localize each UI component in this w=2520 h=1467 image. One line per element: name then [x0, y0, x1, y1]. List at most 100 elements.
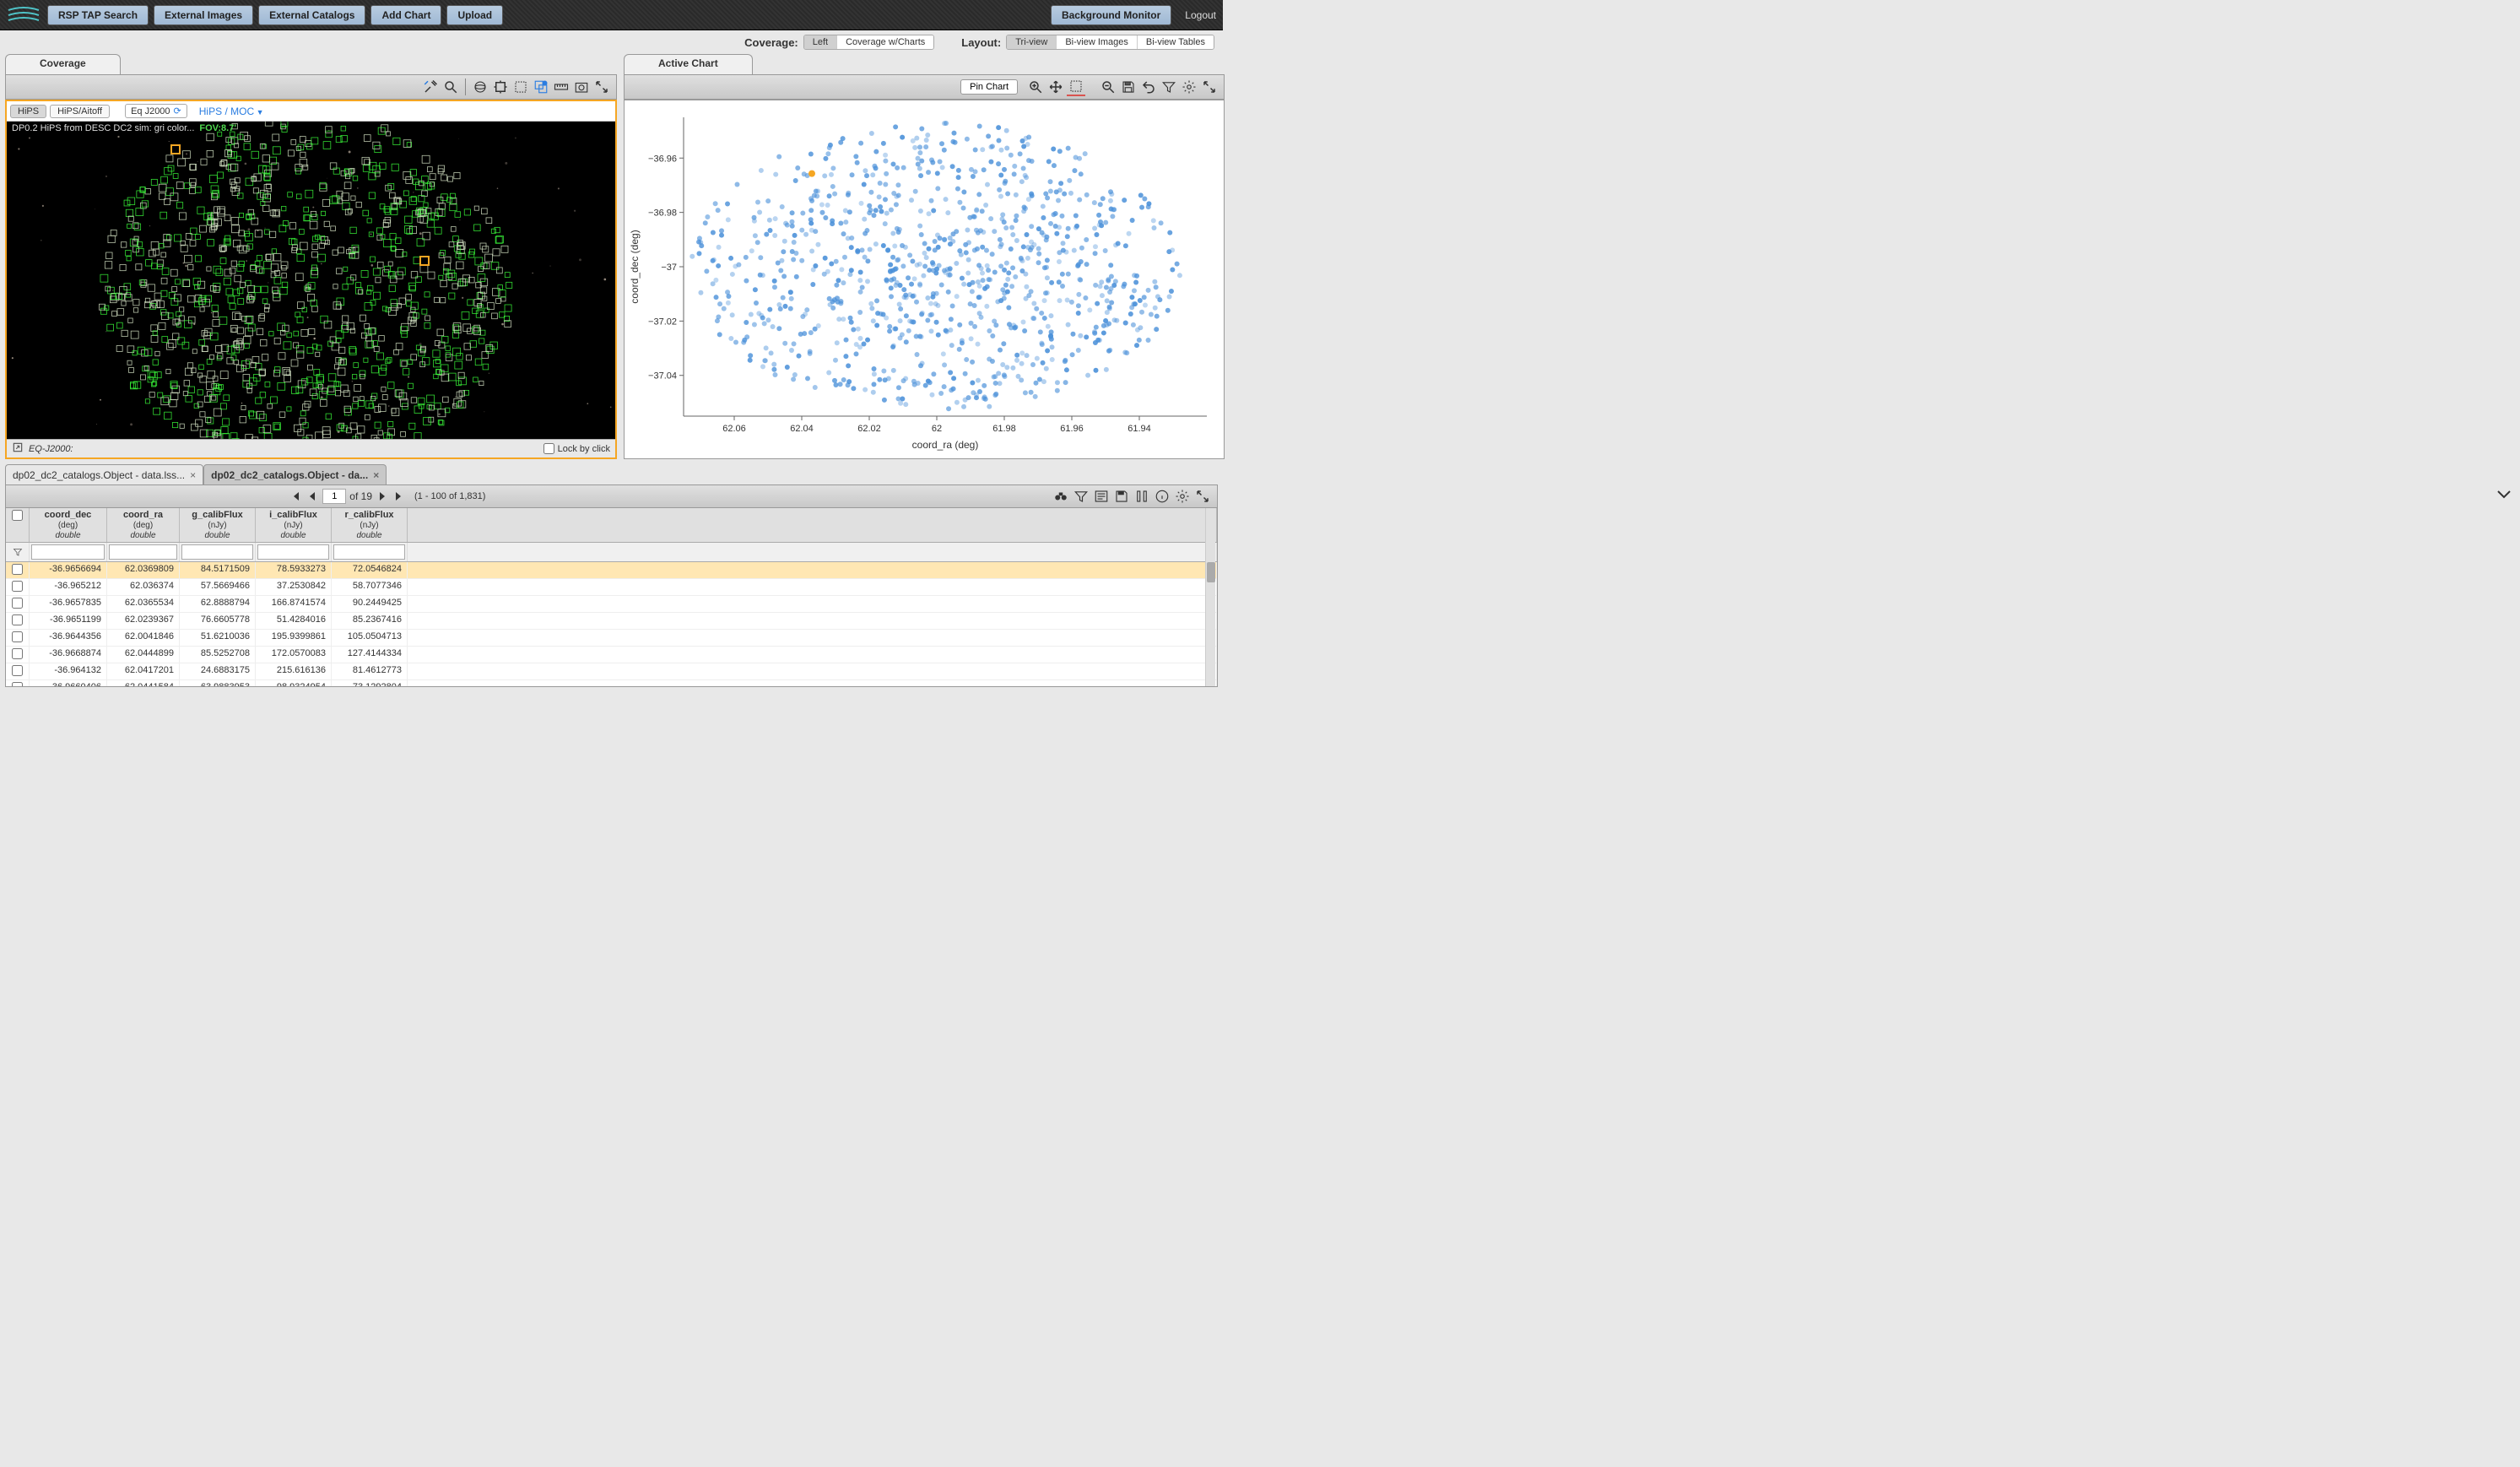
table-row[interactable]: -36.96413262.041720124.6883175215.616136…: [6, 663, 1217, 680]
row-checkbox[interactable]: [12, 598, 23, 609]
col-i-flux[interactable]: i_calibFlux(nJy)double: [256, 508, 332, 542]
filter-coord-dec[interactable]: [31, 544, 105, 560]
filter-icon[interactable]: [1160, 78, 1178, 96]
binoculars-icon[interactable]: [1052, 487, 1070, 506]
expand-table-icon[interactable]: [1193, 487, 1212, 506]
lock-by-click-checkbox[interactable]: [543, 443, 554, 454]
pin-chart-button[interactable]: Pin Chart: [960, 79, 1018, 95]
expand-chart-icon[interactable]: [1200, 78, 1219, 96]
text-view-icon[interactable]: [1092, 487, 1111, 506]
frame-dropdown[interactable]: Eq J2000⟳: [125, 104, 187, 118]
external-images-button[interactable]: External Images: [154, 5, 253, 25]
row-checkbox[interactable]: [12, 631, 23, 642]
next-page-icon[interactable]: [376, 490, 389, 503]
table-row[interactable]: -36.964435662.004184651.6210036195.93998…: [6, 630, 1217, 647]
save-icon[interactable]: [1119, 78, 1138, 96]
table-tabs: dp02_dc2_catalogs.Object - data.lss... ×…: [5, 464, 1218, 484]
table-tab-0[interactable]: dp02_dc2_catalogs.Object - data.lss... ×: [5, 464, 203, 484]
save-table-icon[interactable]: [1112, 487, 1131, 506]
col-r-flux[interactable]: r_calibFlux(nJy)double: [332, 508, 408, 542]
coverage-left[interactable]: Left: [804, 35, 837, 49]
filter-coord-ra[interactable]: [109, 544, 177, 560]
center-icon[interactable]: [491, 78, 510, 96]
column-icon[interactable]: [1133, 487, 1151, 506]
row-checkbox[interactable]: [12, 614, 23, 625]
close-icon[interactable]: ×: [190, 469, 196, 481]
table-row[interactable]: -36.96521262.03637457.566946637.25308425…: [6, 579, 1217, 596]
page-input[interactable]: [322, 489, 346, 504]
layout-bi-tables[interactable]: Bi-view Tables: [1138, 35, 1214, 49]
undo-icon[interactable]: [1139, 78, 1158, 96]
add-chart-button[interactable]: Add Chart: [370, 5, 441, 25]
layers-icon[interactable]: 8: [532, 78, 550, 96]
col-coord-dec[interactable]: coord_dec(deg)double: [30, 508, 107, 542]
row-checkbox[interactable]: [12, 665, 23, 676]
rsp-tap-search-button[interactable]: RSP TAP Search: [47, 5, 149, 25]
table-body[interactable]: -36.965669462.036980984.517150978.593327…: [6, 562, 1217, 686]
table-row[interactable]: -36.965783562.036553462.8888794166.87415…: [6, 596, 1217, 613]
aitoff-chip[interactable]: HiPS/Aitoff: [50, 105, 110, 118]
layout-tri[interactable]: Tri-view: [1007, 35, 1057, 49]
filter-g[interactable]: [181, 544, 253, 560]
filter-table-icon[interactable]: [1072, 487, 1090, 506]
zoom-icon[interactable]: [441, 78, 460, 96]
box-select-icon[interactable]: [1067, 78, 1085, 96]
info-icon[interactable]: [1153, 487, 1171, 506]
scrollbar[interactable]: [1205, 508, 1215, 686]
table-row[interactable]: -36.965119962.023936776.660577851.428401…: [6, 613, 1217, 630]
expand-table-caret[interactable]: [2496, 489, 2512, 501]
zoom-in-icon[interactable]: [1026, 78, 1045, 96]
table-settings-icon[interactable]: [1173, 487, 1192, 506]
cell: 62.0041846: [107, 630, 180, 647]
popout-icon[interactable]: [12, 441, 24, 456]
row-checkbox[interactable]: [12, 648, 23, 659]
table-row[interactable]: -36.965669462.036980984.517150978.593327…: [6, 562, 1217, 579]
table-tab-1[interactable]: dp02_dc2_catalogs.Object - da... ×: [203, 464, 387, 484]
logout-link[interactable]: Logout: [1185, 9, 1216, 21]
filter-r[interactable]: [333, 544, 405, 560]
layout-bi-images[interactable]: Bi-view Images: [1057, 35, 1138, 49]
first-page-icon[interactable]: [289, 490, 302, 503]
col-coord-ra[interactable]: coord_ra(deg)double: [107, 508, 180, 542]
select-region-icon[interactable]: [511, 78, 530, 96]
close-icon[interactable]: ×: [373, 469, 379, 481]
prev-page-icon[interactable]: [306, 490, 319, 503]
col-g-flux[interactable]: g_calibFlux(nJy)double: [180, 508, 256, 542]
table-row[interactable]: -36.966040662.044158463.988395398.932495…: [6, 680, 1217, 686]
filter-funnel-icon[interactable]: [6, 543, 30, 561]
expand-icon[interactable]: [592, 78, 611, 96]
hips-moc-link[interactable]: HiPS / MOC ▼: [199, 106, 264, 117]
moc-label: HiPS / MOC: [199, 106, 254, 117]
settings-icon[interactable]: [1180, 78, 1198, 96]
logo: [7, 3, 41, 27]
data-table: coord_dec(deg)double coord_ra(deg)double…: [5, 508, 1218, 687]
active-chart-tab[interactable]: Active Chart: [624, 54, 753, 74]
row-checkbox[interactable]: [12, 581, 23, 592]
table-row[interactable]: -36.966887462.044489985.5252708172.05700…: [6, 647, 1217, 663]
separator: [465, 78, 466, 95]
tools-icon[interactable]: [421, 78, 440, 96]
row-checkbox[interactable]: [12, 682, 23, 686]
screenshot-icon[interactable]: [572, 78, 591, 96]
orbit-icon[interactable]: [471, 78, 489, 96]
pan-icon[interactable]: [1046, 78, 1065, 96]
filter-i[interactable]: [257, 544, 329, 560]
chart-body[interactable]: 62.0662.0462.026261.9861.9661.94−36.96−3…: [624, 100, 1225, 459]
hips-chip[interactable]: HiPS: [10, 105, 46, 118]
check-all-header[interactable]: [6, 508, 30, 542]
background-monitor-button[interactable]: Background Monitor: [1051, 5, 1171, 25]
zoom-reset-icon[interactable]: [1099, 78, 1117, 96]
cell: 98.9324954: [256, 680, 332, 686]
sky-view[interactable]: DP0.2 HiPS from DESC DC2 sim: gri color.…: [7, 122, 615, 439]
coverage-tab[interactable]: Coverage: [5, 54, 121, 74]
cell: 90.2449425: [332, 596, 408, 613]
coverage-charts[interactable]: Coverage w/Charts: [837, 35, 933, 49]
external-catalogs-button[interactable]: External Catalogs: [258, 5, 365, 25]
last-page-icon[interactable]: [392, 490, 406, 503]
upload-button[interactable]: Upload: [446, 5, 503, 25]
table-tab-0-label: dp02_dc2_catalogs.Object - data.lss...: [13, 469, 185, 481]
measure-icon[interactable]: [552, 78, 571, 96]
cell: 57.5669466: [180, 579, 256, 596]
row-checkbox[interactable]: [12, 564, 23, 575]
cell: 172.0570083: [256, 647, 332, 663]
